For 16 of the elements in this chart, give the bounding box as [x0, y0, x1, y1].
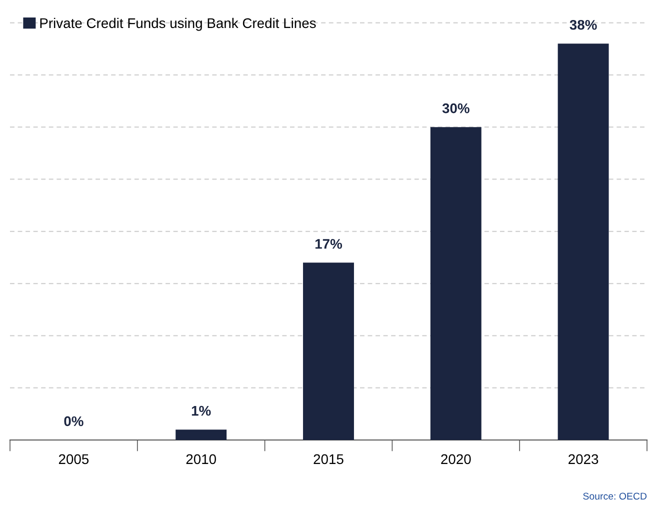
source-note: Source: OECD: [583, 492, 647, 500]
data-label: 17%: [315, 239, 342, 249]
bar: [558, 44, 609, 440]
data-label: 30%: [442, 103, 470, 114]
data-label: 38%: [570, 20, 597, 30]
x-tick-label: 2005: [58, 454, 89, 464]
bar: [430, 127, 482, 440]
bar: [303, 262, 354, 440]
legend-label: Private Credit Funds using Bank Credit Lines: [40, 18, 316, 31]
x-tick-label: 2023: [568, 454, 598, 464]
data-label: 0%: [64, 416, 84, 426]
data-label: 1%: [192, 406, 211, 416]
x-tick-label: 2010: [186, 454, 216, 464]
bar: [176, 430, 227, 440]
x-tick-label: 2020: [441, 454, 471, 464]
x-tick-label: 2015: [314, 454, 344, 464]
